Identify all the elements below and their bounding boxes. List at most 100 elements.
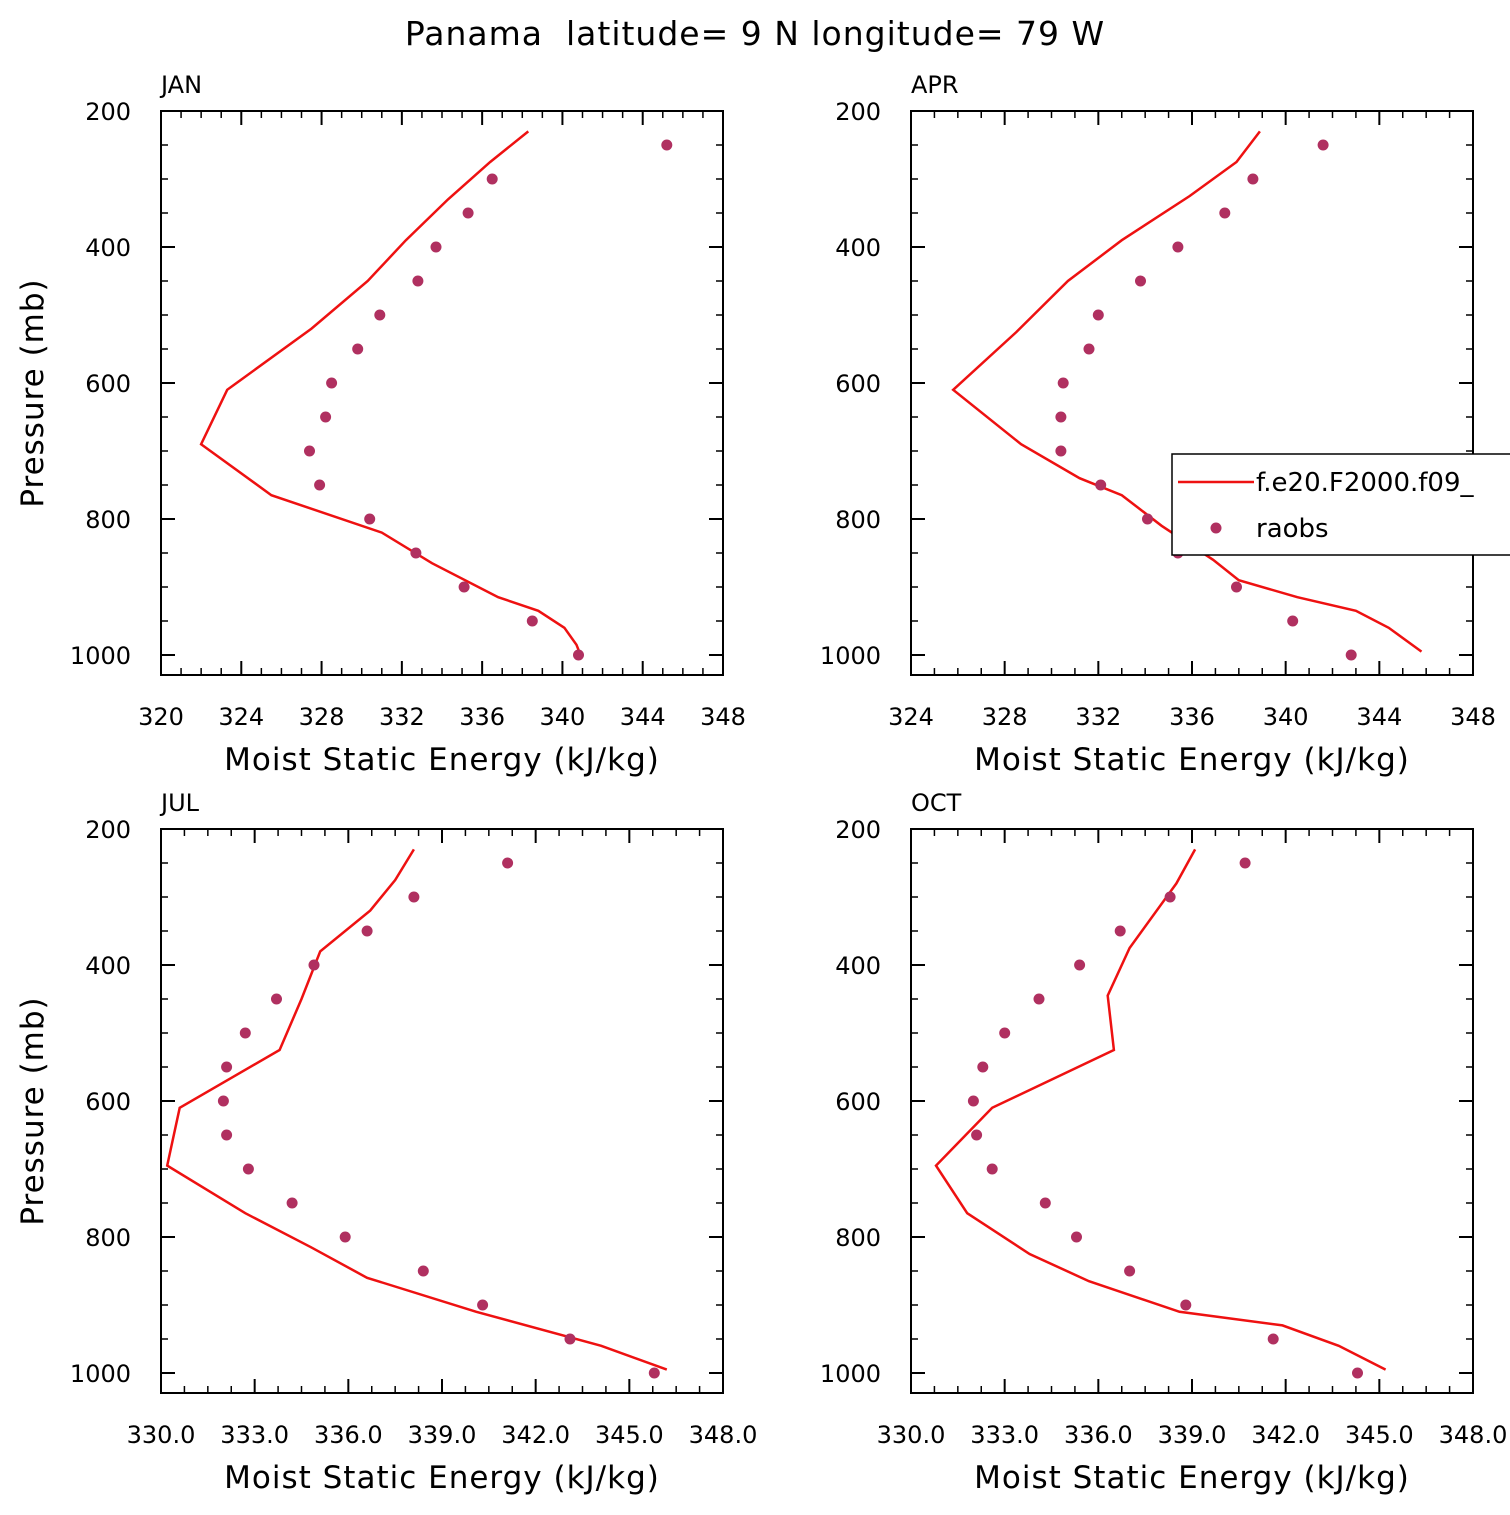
raobs-point — [1095, 479, 1107, 491]
raobs-point — [1114, 925, 1126, 937]
raobs-point — [1180, 1299, 1192, 1311]
raobs-point — [526, 615, 538, 627]
raobs-point — [986, 1163, 998, 1175]
raobs-point — [361, 925, 373, 937]
raobs-point — [967, 1095, 979, 1107]
y-tick-label: 400 — [835, 952, 881, 980]
y-tick-label: 600 — [835, 1088, 881, 1116]
raobs-point — [339, 1231, 351, 1243]
raobs-point — [1074, 959, 1086, 971]
y-tick-label: 600 — [85, 370, 131, 398]
panel-jul: JUL 330.0 333.0 336.0 339.0 342.0 345.0 348.0 20… — [15, 789, 757, 1496]
y-tick-label: 400 — [85, 952, 131, 980]
raobs-point — [408, 891, 420, 903]
raobs-point — [1239, 857, 1251, 869]
raobs-point — [352, 343, 364, 355]
x-axis-label: Moist Static Energy (kJ/kg) — [224, 1460, 660, 1496]
raobs-point — [304, 445, 315, 457]
x-tick-label: 340 — [540, 703, 586, 731]
raobs-point — [1345, 649, 1357, 661]
plot-frame — [160, 828, 724, 1394]
raobs-point — [1231, 581, 1242, 593]
x-tick-label: 336 — [459, 703, 505, 731]
x-tick-label: 330.0 — [877, 1421, 946, 1449]
x-tick-label: 339.0 — [408, 1421, 477, 1449]
y-tick-label: 800 — [835, 1224, 881, 1252]
raobs-point — [661, 139, 673, 151]
x-tick-label: 348 — [1450, 703, 1496, 731]
raobs-point — [1055, 411, 1067, 423]
x-tick-label: 333.0 — [970, 1421, 1039, 1449]
panel-title: OCT — [911, 789, 962, 817]
x-tick-label: 330.0 — [127, 1421, 196, 1449]
raobs-point — [1352, 1367, 1363, 1379]
raobs-point — [1071, 1231, 1082, 1243]
model-line-series — [165, 848, 668, 1371]
raobs-point — [486, 173, 498, 185]
raobs-point — [971, 1129, 983, 1141]
raobs-point — [1083, 343, 1095, 355]
legend-marker-swatch — [1210, 522, 1222, 534]
x-tick-label: 345.0 — [1345, 1421, 1414, 1449]
legend: f.e20.F2000.f09_raobs — [1171, 453, 1510, 556]
x-tick-label: 348.0 — [689, 1421, 758, 1449]
raobs-point — [412, 275, 424, 287]
raobs-point — [977, 1061, 989, 1073]
raobs-point — [326, 377, 338, 389]
raobs-point — [1135, 275, 1146, 287]
x-tick-label: 328 — [299, 703, 345, 731]
raobs-point — [458, 581, 470, 593]
raobs-point — [374, 309, 386, 321]
panel-oct: OCT 330.0 333.0 336.0 339.0 342.0 345.0 348.0 20… — [820, 789, 1507, 1496]
raobs-point — [364, 513, 376, 525]
x-tick-label: 348 — [700, 703, 746, 731]
figure-title: Panama latitude= 9 N longitude= 79 W — [405, 14, 1105, 53]
plot-area — [165, 848, 668, 1379]
x-tick-label: 332 — [379, 703, 425, 731]
x-tick-label: 342.0 — [501, 1421, 570, 1449]
x-tick-label: 324 — [218, 703, 264, 731]
model-line-series — [199, 130, 582, 656]
raobs-point — [221, 1129, 233, 1141]
y-tick-label: 1000 — [820, 642, 881, 670]
x-tick-label: 348.0 — [1439, 1421, 1508, 1449]
raobs-point — [1317, 139, 1329, 151]
x-tick-label: 324 — [888, 703, 934, 731]
x-tick-label: 328 — [982, 703, 1028, 731]
legend-label-model: f.e20.F2000.f09_ — [1256, 468, 1474, 498]
raobs-point — [999, 1027, 1011, 1039]
raobs-point — [573, 649, 584, 661]
panel-apr: APR 324 328 332 336 340 344 348 200 400 600 800 1000… — [820, 71, 1496, 778]
y-tick-label: 400 — [835, 234, 881, 262]
x-axis-label: Moist Static Energy (kJ/kg) — [974, 1460, 1410, 1496]
y-tick-label: 1000 — [70, 642, 131, 670]
raobs-point — [1267, 1333, 1279, 1345]
raobs-point — [1164, 891, 1176, 903]
raobs-point — [286, 1197, 298, 1209]
raobs-point — [239, 1027, 251, 1039]
y-tick-label: 800 — [85, 506, 131, 534]
raobs-point — [320, 411, 332, 423]
x-tick-label: 342.0 — [1251, 1421, 1320, 1449]
model-line-series — [934, 848, 1387, 1371]
plot-frame — [910, 828, 1474, 1394]
raobs-point — [1247, 173, 1259, 185]
y-tick-label: 200 — [85, 98, 131, 126]
raobs-point — [1055, 445, 1067, 457]
raobs-point — [242, 1163, 254, 1175]
y-tick-label: 200 — [85, 816, 131, 844]
y-tick-label: 200 — [835, 98, 881, 126]
raobs-point — [1039, 1197, 1051, 1209]
raobs-point — [1142, 513, 1153, 525]
x-tick-label: 336 — [1169, 703, 1215, 731]
plot-area — [951, 130, 1423, 661]
plot-area — [199, 130, 673, 661]
x-tick-label: 332 — [1075, 703, 1121, 731]
raobs-point — [271, 993, 282, 1005]
panel-jan: JAN 320 324 328 332 336 340 344 348 200 400 600 800 1… — [15, 71, 746, 778]
x-tick-label: 336.0 — [314, 1421, 383, 1449]
panel-title: APR — [911, 71, 959, 99]
raobs-point — [410, 547, 422, 559]
y-tick-label: 800 — [85, 1224, 131, 1252]
